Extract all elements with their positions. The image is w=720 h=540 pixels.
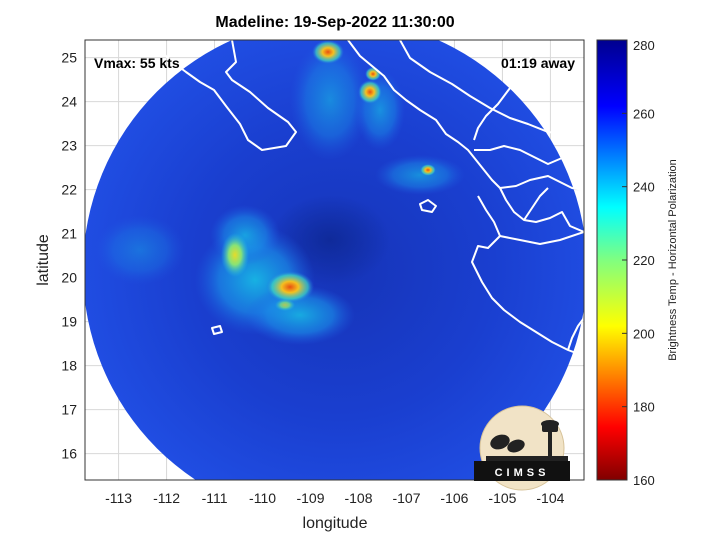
lon-tick-label: -111 xyxy=(202,490,228,506)
lon-tick-label: -109 xyxy=(296,490,324,506)
coastline xyxy=(149,40,584,357)
colorbar-tick-label: 240 xyxy=(633,180,655,195)
latitude-ticks: 16 17 18 19 20 21 22 23 24 25 xyxy=(61,50,77,462)
cimss-logo: CIMSS xyxy=(474,405,570,491)
x-axis-label: longitude xyxy=(303,515,368,532)
colorbar-tick-label: 200 xyxy=(633,326,655,341)
lon-tick-label: -110 xyxy=(249,490,276,506)
lat-tick-label: 22 xyxy=(61,182,77,198)
lon-tick-label: -104 xyxy=(536,490,564,506)
colorbar-tick-label: 180 xyxy=(633,400,655,415)
colorbar-ticks: 160 180 200 220 240 260 280 xyxy=(622,38,655,488)
lat-tick-label: 20 xyxy=(61,270,77,286)
y-axis-label: latitude xyxy=(35,234,52,286)
lon-tick-label: -112 xyxy=(153,490,180,506)
lat-tick-label: 21 xyxy=(61,226,77,242)
colorbar-tick-label: 280 xyxy=(633,38,655,53)
lon-tick-label: -108 xyxy=(344,490,372,506)
colorbar-label: Brightness Temp - Horizontal Polarizatio… xyxy=(667,159,679,361)
lat-tick-label: 18 xyxy=(61,358,77,374)
lat-tick-label: 23 xyxy=(61,138,77,154)
colorbar-tick-label: 260 xyxy=(633,106,655,121)
longitude-ticks: -113 -112 -111 -110 -109 -108 -107 -106 -105 -104 xyxy=(105,490,565,506)
lat-tick-label: 16 xyxy=(61,446,77,462)
lon-tick-label: -105 xyxy=(488,490,516,506)
lat-tick-label: 25 xyxy=(61,50,77,66)
vmax-label: Vmax: 55 kts xyxy=(94,55,180,71)
time-away-label: 01:19 away xyxy=(501,55,575,71)
lat-tick-label: 24 xyxy=(61,94,77,110)
plot-frame xyxy=(84,39,585,481)
microwave-swath xyxy=(85,40,584,480)
lon-tick-label: -106 xyxy=(440,490,468,506)
lat-tick-label: 17 xyxy=(61,402,77,418)
lat-tick-label: 19 xyxy=(61,314,77,330)
lon-tick-label: -107 xyxy=(392,490,420,506)
map-title: Madeline: 19-Sep-2022 11:30:00 xyxy=(215,14,455,31)
colorbar-tick-label: 220 xyxy=(633,253,655,268)
colorbar-tick-label: 160 xyxy=(633,473,655,488)
cimss-logo-text: CIMSS xyxy=(495,467,550,479)
lon-tick-label: -113 xyxy=(105,490,132,506)
